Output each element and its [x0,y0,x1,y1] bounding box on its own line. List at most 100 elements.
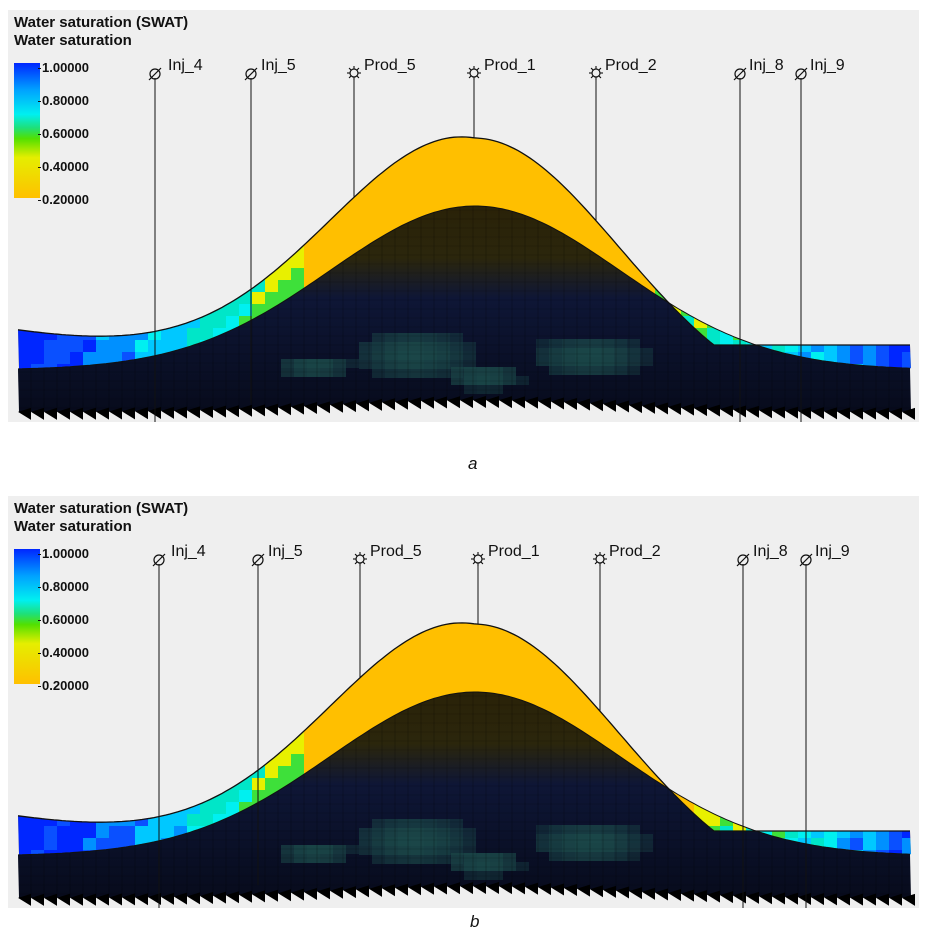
body-cell [588,357,601,366]
body-cell [372,846,385,855]
body-cell [424,369,437,378]
water-cell [876,766,889,778]
body-cell [333,368,346,377]
water-cell [265,184,278,196]
water-cell [772,766,785,778]
jagged-edge [590,885,603,898]
body-cell [463,342,476,351]
water-cell [187,706,200,718]
jagged-edge [83,893,96,906]
water-cell [57,838,70,850]
water-cell [889,184,902,196]
body-cell [588,825,601,834]
jagged-edge [408,397,421,410]
water-cell [252,172,265,184]
body-cell [294,854,307,863]
water-cell [811,232,824,244]
water-cell [902,694,911,706]
jagged-edge [187,892,200,905]
body-cell [464,367,477,376]
water-cell [109,754,122,766]
water-cell [239,196,252,208]
water-cell [785,244,798,256]
water-cell [31,850,44,855]
jagged-edge [759,892,772,905]
water-cell [902,850,911,855]
jagged-edge [395,397,408,410]
water-cell [148,826,161,838]
well-label-inj-9: Inj_9 [815,543,850,560]
water-cell [694,244,707,256]
water-cell [889,304,902,316]
water-cell [889,292,902,304]
water-cell [174,256,187,268]
water-cell [668,292,681,304]
color-legend: 1.00000 0.80000 0.60000 0.40000 0.20000 [14,60,124,207]
water-cell [18,730,31,742]
water-cell [83,826,96,838]
water-cell [655,244,668,256]
water-cell [811,316,824,328]
water-cell [889,694,902,706]
producer-icon [591,68,601,78]
water-cell [239,706,252,718]
well-trajectories [152,552,813,908]
jagged-edge [57,893,70,906]
body-cell [562,357,575,366]
body-cell [451,853,464,862]
body-cell [464,385,477,394]
jagged-edge [317,401,330,414]
water-cell [109,838,122,850]
water-cell [174,730,187,742]
water-cell [239,646,252,658]
water-cell [876,232,889,244]
water-cell [122,742,135,754]
water-cell [733,802,746,814]
water-cell [200,706,213,718]
water-cell [876,220,889,232]
water-cell [746,670,759,682]
water-cell [863,304,876,316]
water-cell [135,244,148,256]
jagged-edge [512,882,525,895]
water-cell [850,838,863,850]
water-cell [265,646,278,658]
water-cell [772,160,785,172]
plot-subtitle: Water saturation [14,32,132,49]
water-cell [213,268,226,280]
body-cell [450,837,463,846]
body-cell [536,339,549,348]
water-cell [135,802,148,814]
water-cell [226,244,239,256]
jagged-edge [798,892,811,905]
water-cell [96,754,109,766]
water-cell [135,742,148,754]
water-cell [18,826,31,838]
water-cell [57,352,70,364]
water-cell [902,232,911,244]
water-cell [798,316,811,328]
water-cell [239,268,252,280]
water-cell [694,790,707,802]
water-cell [187,160,200,172]
water-cell [707,646,720,658]
water-cell [200,754,213,766]
water-cell [161,814,174,826]
water-cell [720,646,733,658]
water-cell [798,196,811,208]
water-cell [772,328,785,340]
water-cell [720,280,733,292]
water-cell [187,184,200,196]
water-cell [824,196,837,208]
water-cell [187,814,200,826]
body-cell [385,819,398,828]
water-cell [707,766,720,778]
body-cell [503,367,516,376]
body-cell [627,339,640,348]
jagged-edge [252,404,265,417]
water-cell [291,742,304,754]
jagged-edge [473,396,486,409]
jagged-edge [499,882,512,895]
water-cell [44,694,57,706]
water-cell [161,670,174,682]
